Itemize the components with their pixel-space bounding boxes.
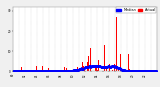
- Legend: Median, Actual: Median, Actual: [116, 7, 156, 13]
